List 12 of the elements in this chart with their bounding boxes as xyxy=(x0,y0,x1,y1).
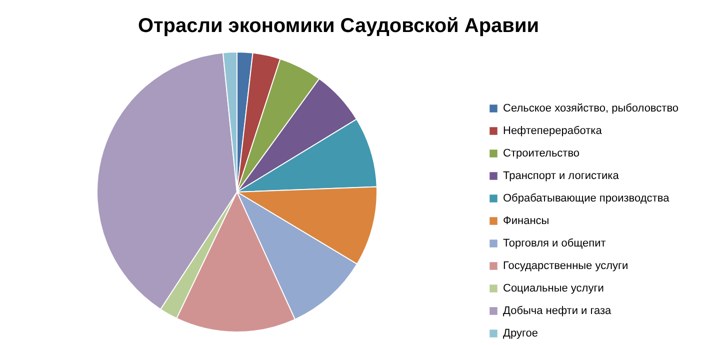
legend-label: Добыча нефти и газа xyxy=(503,305,612,317)
legend-label: Другое xyxy=(503,328,538,340)
legend-label: Строительство xyxy=(503,148,580,160)
chart-title: Отрасли экономики Саудовской Аравии xyxy=(138,15,540,37)
legend-label: Сельское хозяйство, рыболовство xyxy=(503,102,679,114)
legend-label: Нефтепереработка xyxy=(503,125,603,137)
legend-label: Социальные услуги xyxy=(503,282,604,294)
legend-label: Обрабатывающие производства xyxy=(503,192,670,204)
legend-label: Транспорт и логистика xyxy=(503,170,620,182)
legend-label: Торговля и общепит xyxy=(503,238,606,250)
legend-label: Государственные услуги xyxy=(503,260,628,272)
legend-label: Финансы xyxy=(503,215,550,227)
